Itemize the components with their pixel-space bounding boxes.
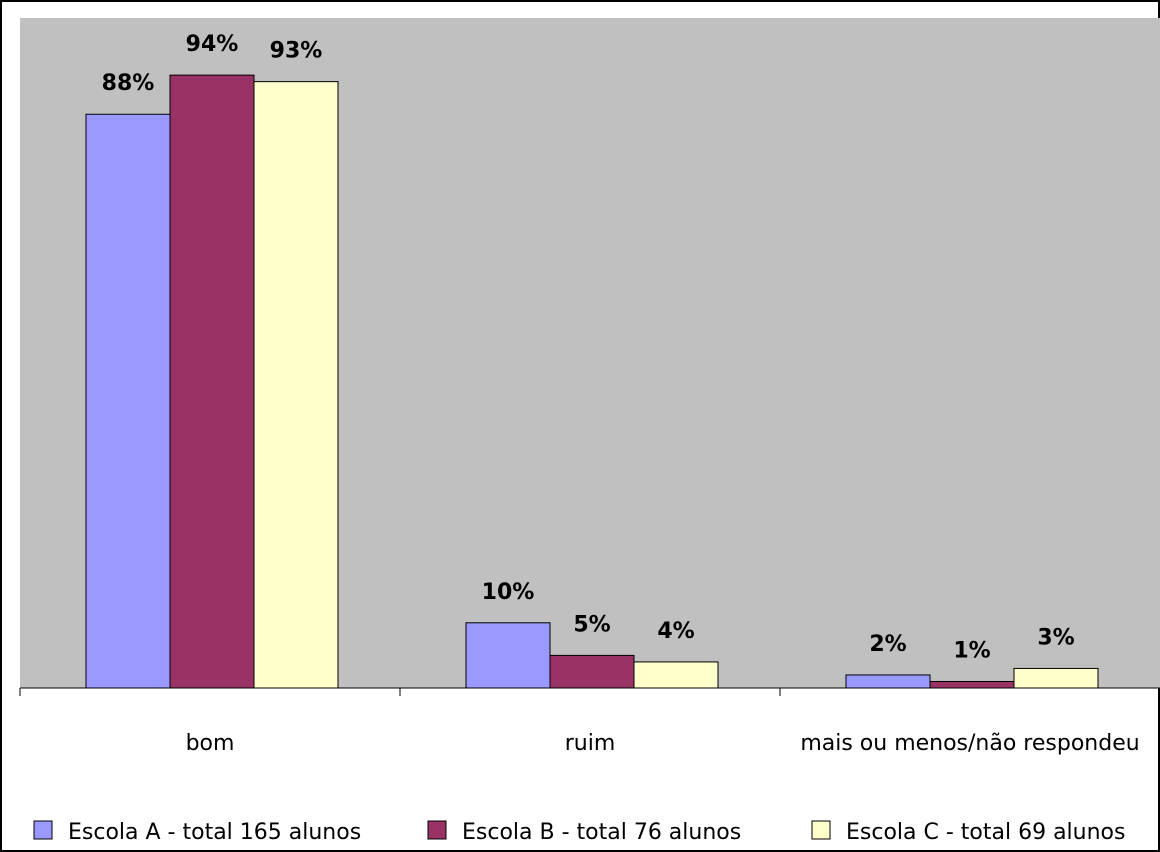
data-label: 2% [869,632,906,657]
legend-swatch-1 [33,820,53,840]
bar-2-1 [169,74,255,689]
bar-1-2 [465,622,551,689]
bar-1-3 [845,674,931,689]
data-label: 94% [186,32,239,57]
bar-3-3 [1013,667,1099,689]
bar-3-2 [633,661,719,689]
data-label: 88% [102,71,155,96]
legend-label-2: Escola B - total 76 alunos [462,820,741,845]
legend: Escola A - total 165 alunos Escola B - to… [33,820,1125,845]
category-label: bom [186,731,235,756]
category-label: ruim [565,731,616,756]
legend-label-1: Escola A - total 165 alunos [68,820,361,845]
data-label: 3% [1037,625,1074,650]
legend-swatch-2 [427,820,447,840]
data-label: 5% [573,612,610,637]
x-ticks-group [19,688,1160,696]
bars-group [85,74,1099,689]
legend-label-3: Escola C - total 69 alunos [846,820,1125,845]
category-labels-group: bom ruim mais ou menos/não respondeu [186,731,1140,756]
data-label: 10% [482,580,535,605]
bar-3-1 [253,81,339,689]
category-label: mais ou menos/não respondeu [800,731,1139,756]
legend-swatch-3 [811,820,831,840]
data-label: 93% [270,39,323,64]
bar-2-3 [929,680,1015,689]
bar-2-2 [549,654,635,689]
data-label: 1% [953,638,990,663]
data-label: 4% [657,619,694,644]
data-labels-group: 88% 94% 93% 10% 5% 4% 2% 1% 3% [102,32,1075,663]
bar-1-1 [85,113,171,689]
